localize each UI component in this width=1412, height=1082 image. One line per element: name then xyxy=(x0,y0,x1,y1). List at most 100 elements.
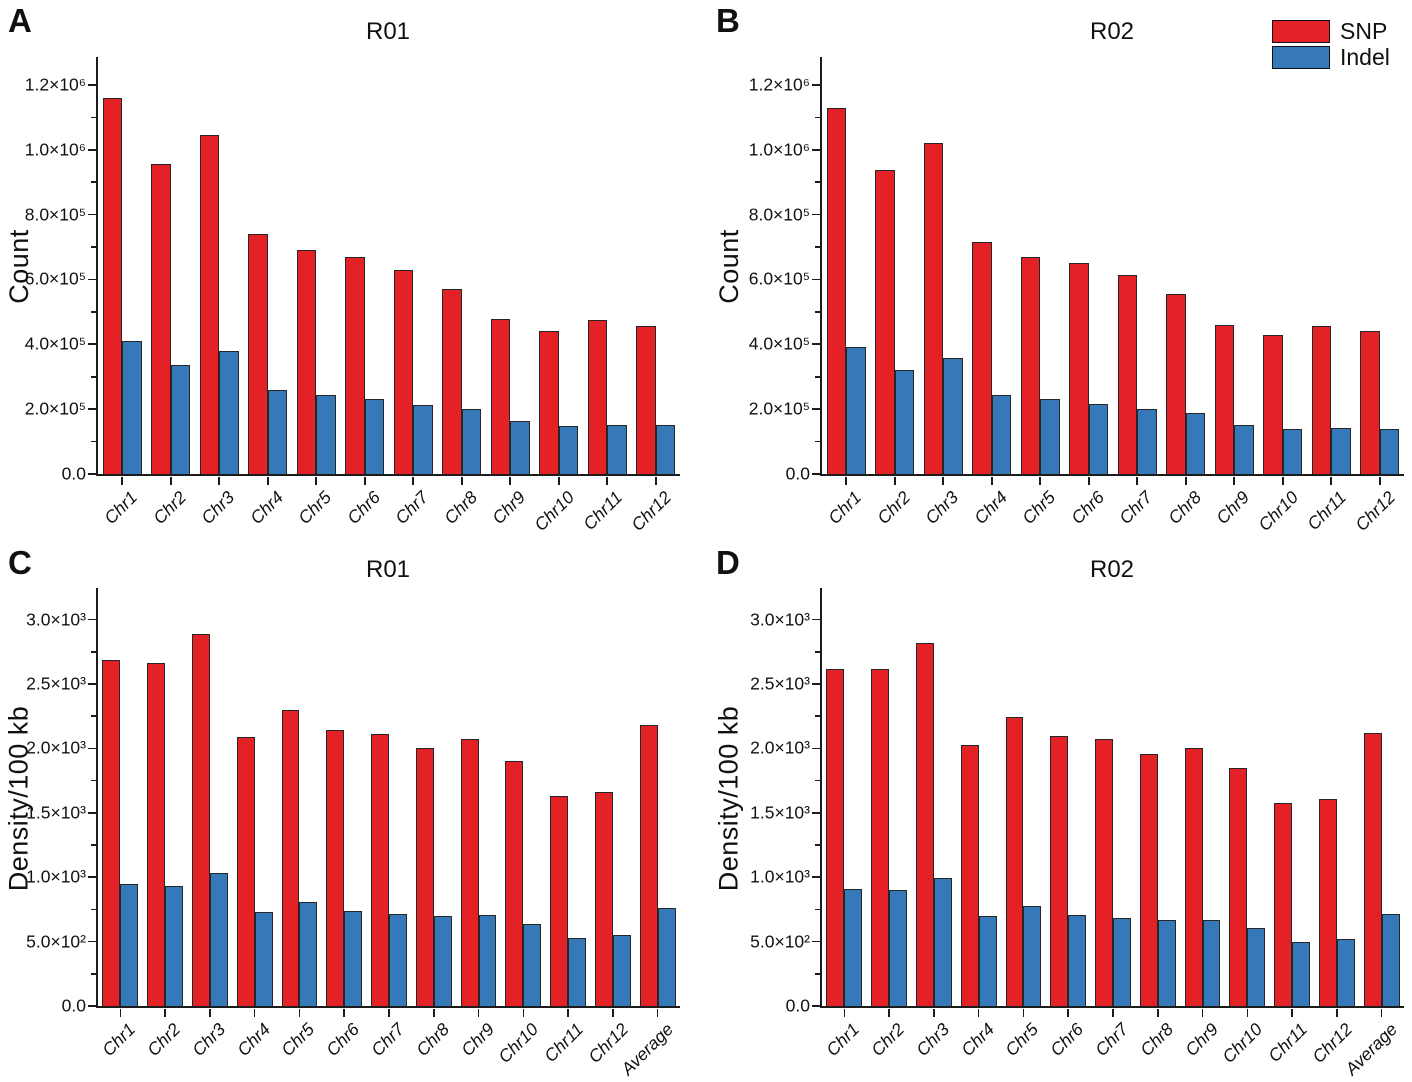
x-category-label: Chr9 xyxy=(1180,1019,1222,1060)
y-minor-tick xyxy=(91,779,96,782)
x-tick xyxy=(164,1008,166,1017)
x-tick xyxy=(522,1008,525,1017)
y-tick-label: 0.0 xyxy=(61,463,86,484)
y-tick-label: 0.0 xyxy=(61,995,86,1016)
y-minor-tick xyxy=(815,779,820,782)
x-category-label: Chr12 xyxy=(627,487,675,535)
y-tick-label: 1.2×10⁶ xyxy=(748,74,810,95)
bar-a-chr6-snp xyxy=(345,256,365,474)
y-minor-tick xyxy=(815,908,820,911)
bar-b-chr11-indel xyxy=(1331,427,1351,474)
bar-d-chr3-indel xyxy=(933,877,952,1006)
panel-letter-b: B xyxy=(716,2,740,39)
x-category-label: Chr4 xyxy=(956,1019,998,1060)
x-category-label: Chr9 xyxy=(1212,487,1254,528)
bar-d-chr12-snp xyxy=(1318,799,1337,1006)
x-tick xyxy=(1291,1008,1293,1017)
x-tick xyxy=(845,476,848,485)
bar-a-chr9-snp xyxy=(490,319,511,474)
bar-b-chr7-snp xyxy=(1117,275,1138,474)
x-tick xyxy=(1136,476,1139,485)
y-minor-tick xyxy=(815,972,820,975)
y-axis-label-d: Density/100 kb xyxy=(713,705,744,891)
y-tick-label: 3.0×10³ xyxy=(750,609,810,630)
bar-a-chr4-indel xyxy=(267,390,288,474)
bar-b-chr3-snp xyxy=(923,142,944,474)
legend-item-indel: Indel xyxy=(1272,46,1390,69)
bar-a-chr8-indel xyxy=(461,409,482,474)
bar-c-chr9-indel xyxy=(478,914,497,1006)
y-minor-tick xyxy=(91,844,96,846)
bar-c-chr11-indel xyxy=(568,937,586,1006)
bar-b-chr8-snp xyxy=(1166,294,1186,474)
x-category-label: Chr1 xyxy=(824,487,866,528)
x-tick xyxy=(843,1008,846,1017)
x-category-label: Chr5 xyxy=(277,1019,319,1060)
y-minor-tick xyxy=(815,650,820,653)
x-category-label: Chr1 xyxy=(100,487,142,528)
x-category-label: Chr7 xyxy=(1091,1019,1133,1060)
legend-label-indel: Indel xyxy=(1340,44,1390,70)
bar-b-chr6-snp xyxy=(1069,262,1089,474)
x-tick xyxy=(1112,1008,1114,1017)
x-category-label: Chr1 xyxy=(822,1019,864,1060)
x-tick xyxy=(218,476,221,485)
x-tick xyxy=(1067,1008,1070,1017)
bar-c-chr10-snp xyxy=(505,760,524,1006)
bar-d-chr5-indel xyxy=(1023,906,1042,1006)
x-category-label: Chr6 xyxy=(1046,1019,1088,1060)
y-major-tick xyxy=(811,408,820,410)
y-axis-label-a: Count xyxy=(3,229,34,304)
bar-b-chr1-indel xyxy=(846,347,866,474)
y-tick-label: 3.0×10³ xyxy=(26,609,86,630)
panel-letter-c: C xyxy=(8,544,32,581)
y-minor-tick xyxy=(815,375,820,378)
y-tick-label: 2.5×10³ xyxy=(26,673,86,694)
x-tick xyxy=(363,476,366,485)
x-tick xyxy=(266,476,269,485)
y-tick-label: 1.0×10⁶ xyxy=(748,139,810,160)
x-category-label: Chr3 xyxy=(197,487,239,528)
y-major-tick xyxy=(87,408,96,410)
bar-a-chr1-indel xyxy=(122,341,142,474)
snp-swatch-icon xyxy=(1272,20,1330,43)
x-tick xyxy=(1156,1008,1159,1017)
y-major-tick xyxy=(87,148,96,151)
bar-d-chr11-indel xyxy=(1292,942,1310,1006)
x-tick xyxy=(1039,476,1042,485)
x-tick xyxy=(209,1008,211,1017)
x-tick xyxy=(509,476,512,485)
y-minor-tick xyxy=(91,440,96,443)
y-major-tick xyxy=(87,1005,96,1007)
bar-d-chr6-indel xyxy=(1068,915,1087,1006)
bar-b-chr10-snp xyxy=(1263,335,1283,474)
x-tick xyxy=(1201,1008,1204,1017)
y-tick-label: 5.0×10² xyxy=(750,931,810,952)
x-tick xyxy=(933,1008,935,1017)
bar-c-average-indel xyxy=(657,908,676,1006)
y-tick-label: 6.0×10⁵ xyxy=(24,268,86,289)
x-tick xyxy=(412,476,415,485)
y-tick-label: 6.0×10⁵ xyxy=(748,268,810,289)
y-tick-label: 0.0 xyxy=(785,463,810,484)
x-tick xyxy=(432,1008,435,1017)
bar-a-chr6-indel xyxy=(364,398,385,474)
x-category-label: Chr2 xyxy=(867,1019,909,1060)
y-minor-tick xyxy=(91,116,96,119)
x-tick xyxy=(315,476,318,485)
x-tick xyxy=(121,476,124,485)
plot-area-b: 0.0 2.0×10⁵ 4.0×10⁵ 6.0×10⁵ 8.0×10⁵ 1.0×10⁶ 1.… xyxy=(749,57,1404,535)
y-major-tick xyxy=(811,84,820,86)
bar-a-chr10-snp xyxy=(539,330,559,474)
y-axis-label-c: Density/100 kb xyxy=(3,705,34,891)
bar-d-chr10-snp xyxy=(1229,767,1248,1006)
x-tick xyxy=(1380,1008,1383,1017)
bar-c-chr2-indel xyxy=(165,885,184,1006)
y-major-tick xyxy=(87,618,96,621)
y-tick-label: 1.0×10³ xyxy=(750,866,810,887)
x-tick xyxy=(606,476,609,485)
y-major-tick xyxy=(811,213,820,216)
y-minor-tick xyxy=(91,311,96,313)
bar-b-chr12-snp xyxy=(1360,331,1380,474)
